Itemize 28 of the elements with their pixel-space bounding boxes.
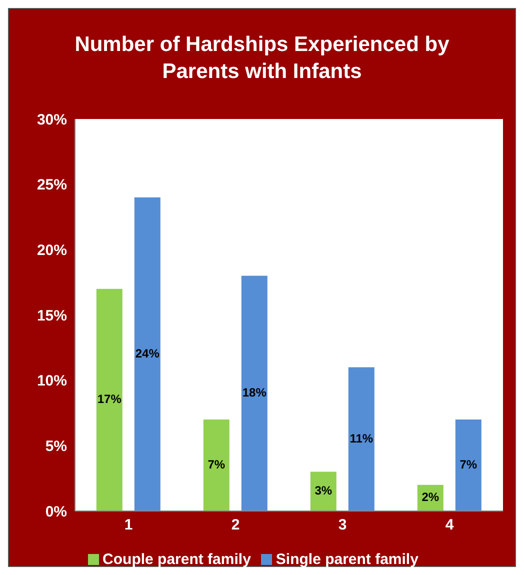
data-label: 3% (314, 484, 332, 498)
legend-label: Single parent family (276, 551, 418, 568)
bar (96, 288, 122, 511)
x-tick-label: 2 (231, 516, 240, 534)
bar (241, 276, 268, 511)
y-tick-label: 25% (36, 176, 67, 194)
data-label: 2% (422, 490, 440, 504)
y-tick-label: 5% (45, 438, 67, 455)
y-tick-label: 30% (36, 111, 67, 128)
legend-label: Couple parent family (102, 551, 251, 568)
x-tick-label: 4 (445, 516, 454, 534)
data-label: 24% (135, 346, 160, 360)
chart-title: Number of Hardships Experienced by Parents with Infants (74, 32, 450, 85)
bar (134, 197, 160, 511)
bar (203, 420, 230, 511)
data-label: 18% (242, 386, 267, 400)
data-label: 17% (97, 392, 122, 406)
bar (455, 420, 482, 511)
y-tick-label: 0% (45, 503, 67, 520)
data-label: 11% (350, 431, 374, 446)
x-tick-label: 3 (338, 516, 347, 534)
y-tick-label: 20% (36, 242, 67, 259)
x-tick-label: 1 (124, 516, 133, 534)
bar (348, 367, 374, 511)
data-label: 7% (460, 457, 478, 472)
y-tick-label: 15% (36, 307, 67, 324)
y-tick-label: 10% (36, 372, 67, 390)
data-label: 7% (208, 457, 226, 472)
